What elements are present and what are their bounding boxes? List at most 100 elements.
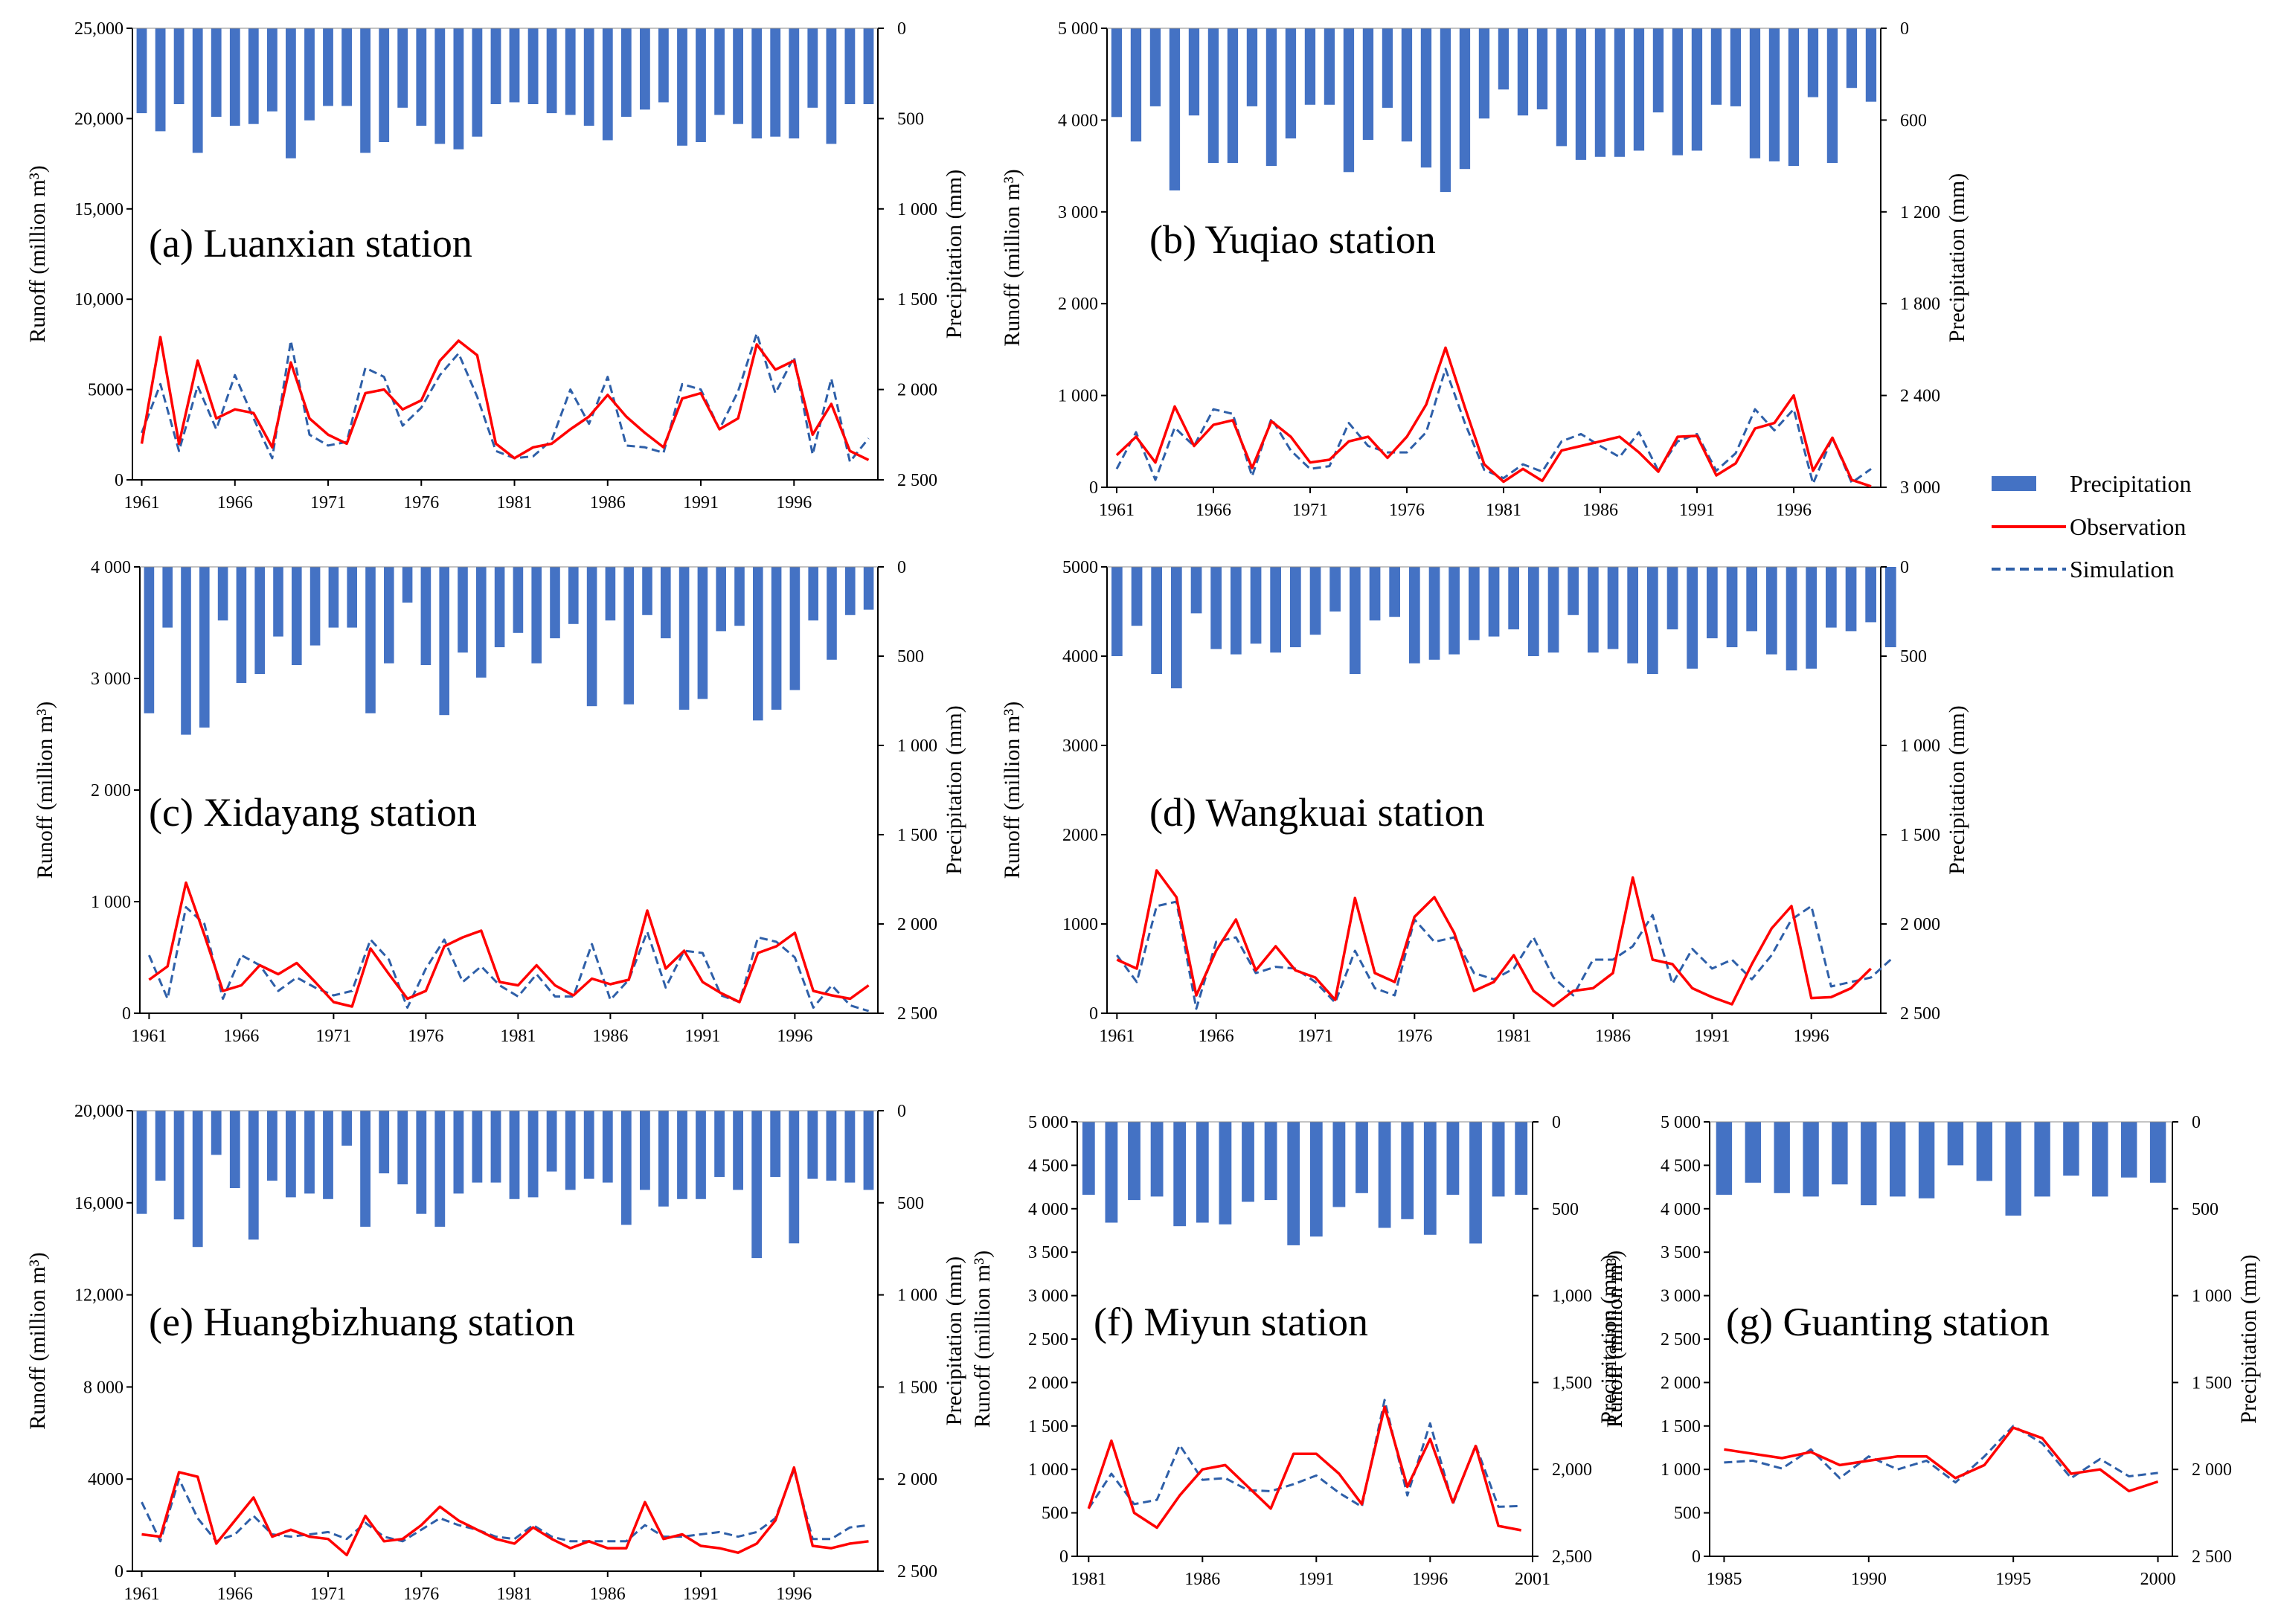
y-axis-label-e: Runoff (million m³) <box>25 1252 50 1429</box>
precip-bar-a-1962 <box>155 28 166 132</box>
x-tick-label-d: 1961 <box>1099 1027 1135 1046</box>
y2-tick-label-a: 2 500 <box>897 471 937 490</box>
x-tick-label-e: 1981 <box>497 1585 533 1604</box>
x-tick-label-e: 1971 <box>310 1585 346 1604</box>
precip-bar-a-1999 <box>844 28 856 104</box>
precip-bar-a-1961 <box>136 28 147 114</box>
precip-bar-c-1979 <box>476 567 487 678</box>
y-tick-label-e: 16,000 <box>74 1194 123 1213</box>
y-tick-label-a: 15,000 <box>74 200 123 219</box>
y-tick-label-e: 8 000 <box>83 1378 123 1397</box>
y-axis-label-d: Runoff (million m³) <box>1000 702 1024 879</box>
y2-tick-label-f: 2,000 <box>1552 1460 1592 1480</box>
precip-bar-g-1994 <box>1976 1122 1992 1181</box>
precip-bar-a-1981 <box>509 28 520 103</box>
precip-bar-a-1991 <box>696 28 706 142</box>
y-axis-label-c: Runoff (million m³) <box>33 702 57 879</box>
precip-bar-e-1993 <box>733 1111 743 1190</box>
precip-bar-d-1963 <box>1151 567 1162 674</box>
precip-bar-b-1996 <box>1788 28 1800 167</box>
precip-bar-c-1998 <box>827 567 837 660</box>
precip-bar-d-1972 <box>1329 567 1341 612</box>
precip-bar-f-1996 <box>1423 1122 1437 1235</box>
precip-bar-b-1961 <box>1111 28 1123 118</box>
precip-bar-d-1966 <box>1210 567 1222 649</box>
precip-bar-c-1988 <box>642 567 652 615</box>
y2-tick-label-e: 2 500 <box>897 1562 937 1582</box>
precip-bar-c-1973 <box>365 567 376 713</box>
precip-bar-a-1980 <box>490 28 501 104</box>
precip-bar-e-1985 <box>583 1111 594 1179</box>
x-tick-label-e: 1986 <box>590 1585 626 1604</box>
precip-bar-d-1996 <box>1806 567 1817 669</box>
y2-tick-label-d: 0 <box>1900 558 1909 577</box>
precip-bar-c-1996 <box>789 567 801 690</box>
y-tick-label-g: 1 500 <box>1661 1417 1701 1437</box>
y-tick-label-f: 1 500 <box>1028 1417 1068 1437</box>
precip-bar-c-1971 <box>328 567 339 628</box>
y2-tick-label-d: 1 000 <box>1900 736 1940 756</box>
precip-bar-b-1985 <box>1575 28 1587 160</box>
precip-bar-a-1996 <box>789 28 800 139</box>
precip-bar-d-1999 <box>1865 567 1876 623</box>
precip-bar-a-1968 <box>267 28 277 112</box>
precip-bar-e-1963 <box>173 1111 185 1220</box>
precip-bar-d-1965 <box>1190 567 1202 614</box>
x-tick-label-b: 1991 <box>1679 501 1715 520</box>
precip-bar-d-1962 <box>1131 567 1143 626</box>
precip-bar-g-1989 <box>1832 1122 1848 1185</box>
y2-tick-label-g: 1 000 <box>2192 1287 2232 1306</box>
x-tick-label-a: 1991 <box>683 493 719 513</box>
precip-bar-c-1982 <box>531 567 542 664</box>
precip-bar-e-1991 <box>696 1111 706 1199</box>
y2-tick-label-f: 1,000 <box>1552 1287 1592 1306</box>
precip-bar-c-1976 <box>420 567 432 665</box>
y2-tick-label-b: 3 000 <box>1900 478 1940 498</box>
precip-bar-c-1970 <box>309 567 321 646</box>
precip-bar-e-1971 <box>323 1111 333 1199</box>
x-tick-label-d: 1976 <box>1396 1027 1432 1046</box>
precip-bar-e-1973 <box>360 1111 370 1227</box>
y2-tick-label-b: 1 200 <box>1900 203 1940 222</box>
precip-bar-c-1978 <box>458 567 468 653</box>
x-tick-label-b: 1961 <box>1099 501 1135 520</box>
simulation-line-b <box>1115 368 1872 485</box>
precip-bar-e-1961 <box>136 1111 147 1214</box>
chart-panel-c: 0 1 000 2 000 3 000 4 000 0 500 1 000 1 500 2 000… <box>33 558 966 1046</box>
precip-bar-a-1993 <box>733 28 743 124</box>
simulation-line-g <box>1724 1425 2158 1484</box>
precip-bar-b-1983 <box>1536 28 1548 109</box>
precip-bar-g-1990 <box>1861 1122 1877 1206</box>
panel-title-f: (f) Miyun station <box>1094 1300 1368 1344</box>
y-tick-label-f: 4 000 <box>1028 1200 1068 1219</box>
precip-bar-d-1978 <box>1449 567 1460 655</box>
simulation-line-f <box>1088 1399 1521 1509</box>
x-tick-label-d: 1991 <box>1694 1027 1730 1046</box>
precip-bar-d-1987 <box>1627 567 1638 664</box>
precip-bar-a-1978 <box>453 28 464 150</box>
chart-panel-b: 0 1 000 2 000 3 000 4 000 5 000 0 600 1 200 1 800… <box>1000 19 1969 520</box>
precip-bar-d-1993 <box>1746 567 1757 632</box>
precip-bar-a-1964 <box>192 28 203 153</box>
precip-bar-a-1973 <box>360 28 370 153</box>
y2-tick-label-c: 1 000 <box>897 736 937 756</box>
precip-bar-a-1994 <box>751 28 763 139</box>
y-tick-label-g: 2 500 <box>1661 1330 1701 1349</box>
x-tick-label-a: 1961 <box>124 493 160 513</box>
precip-bar-c-1990 <box>678 567 690 710</box>
legend-swatch-precipitation <box>1992 476 2036 491</box>
precip-bar-g-1996 <box>2034 1122 2050 1197</box>
precip-bar-a-1967 <box>248 28 259 124</box>
precip-bar-b-1990 <box>1672 28 1684 155</box>
y-tick-label-d: 3000 <box>1062 736 1098 756</box>
y-tick-label-g: 4 000 <box>1661 1200 1701 1219</box>
precip-bar-b-1984 <box>1556 28 1568 147</box>
precip-bar-d-1986 <box>1607 567 1619 649</box>
legend: Precipitation Observation Simulation <box>1992 470 2192 582</box>
y2-tick-label-c: 1 500 <box>897 826 937 845</box>
y2-tick-label-e: 2 000 <box>897 1470 937 1489</box>
y-tick-label-d: 0 <box>1089 1004 1098 1024</box>
panel-title-g: (g) Guanting station <box>1726 1300 2050 1344</box>
